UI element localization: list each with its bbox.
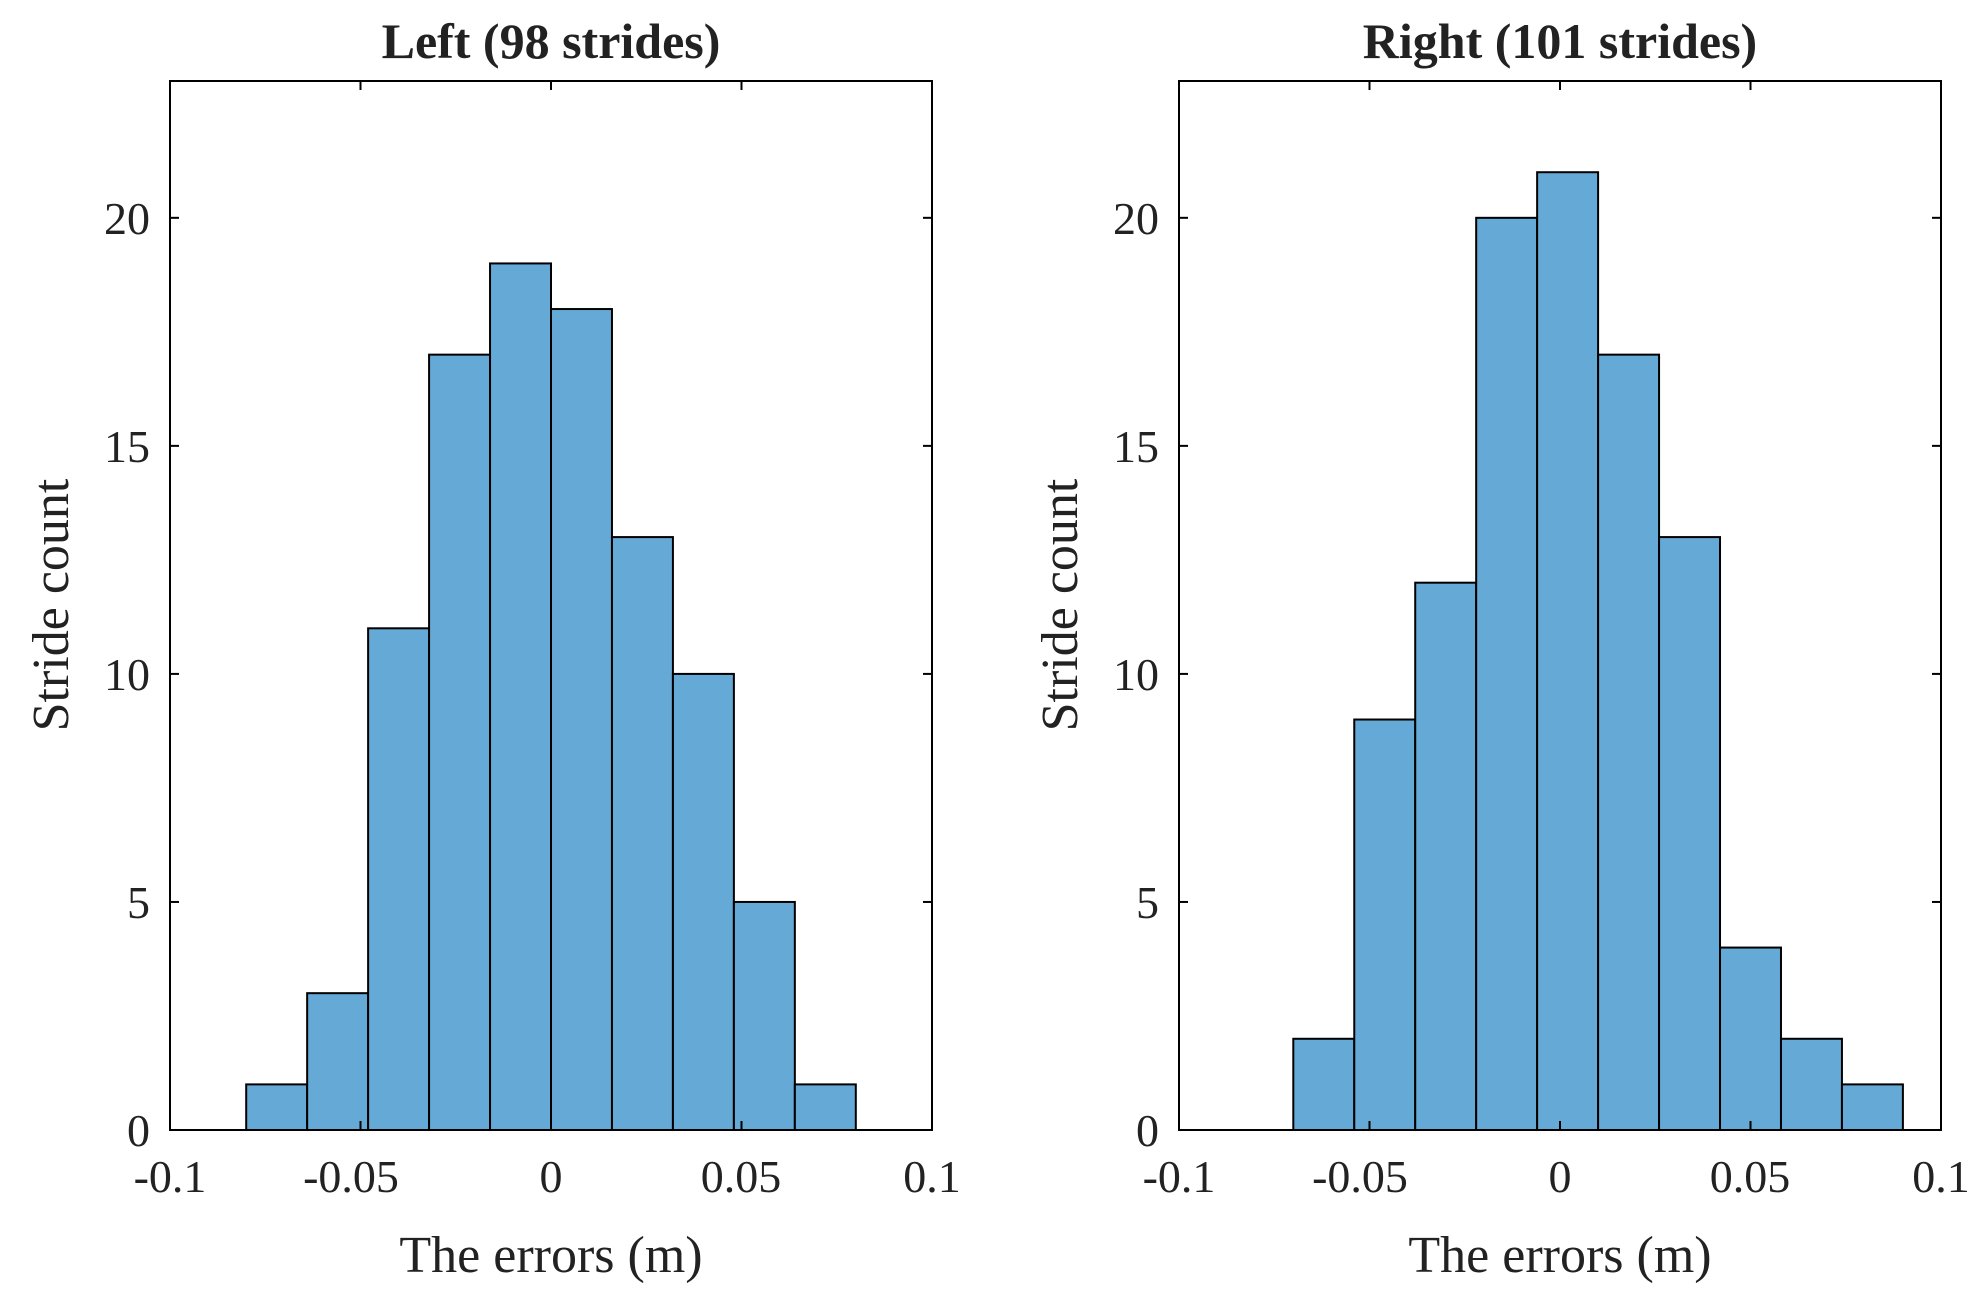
right-histogram-bar (1840, 1083, 1904, 1132)
left-x-axis-label: The errors (m) (399, 1227, 702, 1284)
right-tick-marks (1178, 81, 1942, 1131)
right-x-tick-label: -0.1 (1143, 1151, 1216, 1202)
right-y-axis-label: Stride count (1032, 478, 1089, 731)
right-histogram-bar (1658, 536, 1722, 1131)
right-histogram-bar (1719, 946, 1782, 1132)
right-x-tick-label: 0.05 (1710, 1151, 1791, 1202)
right-histogram-bar (1414, 581, 1478, 1131)
right-histogram-bar (1597, 353, 1661, 1131)
left-histogram-bar (671, 672, 735, 1131)
left-histogram-bar (550, 308, 613, 1132)
left-histogram-panel: Left (98 strides) -0.1 -0.05 0 0.05 0.1 … (23, 13, 961, 1284)
left-y-tick-label: 0 (127, 1105, 150, 1156)
left-x-tick-label: 0.05 (701, 1151, 782, 1202)
left-bars (245, 262, 857, 1132)
right-chart-title: Right (101 strides) (1363, 13, 1757, 69)
right-histogram-bar (1292, 1037, 1356, 1131)
left-x-tick-label: 0 (540, 1151, 563, 1202)
left-histogram-bar (428, 353, 492, 1131)
right-histogram-bar (1536, 171, 1600, 1131)
left-x-tick-label: -0.05 (303, 1151, 399, 1202)
left-histogram-bar (732, 900, 796, 1132)
left-y-tick-label: 10 (104, 649, 150, 700)
right-x-axis-label: The errors (m) (1408, 1227, 1711, 1284)
right-y-tick-label: 15 (1113, 421, 1159, 472)
left-histogram-bar (367, 627, 431, 1131)
right-y-tick-label: 20 (1113, 193, 1159, 244)
left-y-tick-label: 5 (127, 877, 150, 928)
left-histogram-bar (489, 262, 553, 1132)
right-histogram-bar (1353, 718, 1417, 1131)
right-histogram-bar (1779, 1037, 1843, 1131)
left-histogram-bar (610, 536, 674, 1131)
left-histogram-bar (793, 1083, 857, 1132)
right-x-tick-label: -0.05 (1312, 1151, 1408, 1202)
left-y-tick-label: 15 (104, 421, 150, 472)
right-histogram-panel: Right (101 strides) -0.1 -0.05 0 0.05 0.… (1032, 13, 1970, 1284)
right-y-tick-label: 5 (1136, 877, 1159, 928)
right-y-tick-label: 0 (1136, 1105, 1159, 1156)
right-histogram-bar (1475, 216, 1539, 1131)
left-x-tick-label: -0.1 (134, 1151, 207, 1202)
right-x-tick-label: 0.1 (1912, 1151, 1970, 1202)
right-y-tick-label: 10 (1113, 649, 1159, 700)
left-y-tick-label: 20 (104, 193, 150, 244)
left-histogram-bar (306, 992, 370, 1131)
left-x-tick-label: 0.1 (903, 1151, 961, 1202)
right-bars (1292, 171, 1904, 1132)
left-tick-marks (169, 81, 933, 1131)
left-histogram-bar (245, 1083, 309, 1132)
left-y-axis-label: Stride count (23, 478, 80, 731)
right-x-tick-label: 0 (1549, 1151, 1572, 1202)
left-chart-title: Left (98 strides) (382, 13, 721, 69)
